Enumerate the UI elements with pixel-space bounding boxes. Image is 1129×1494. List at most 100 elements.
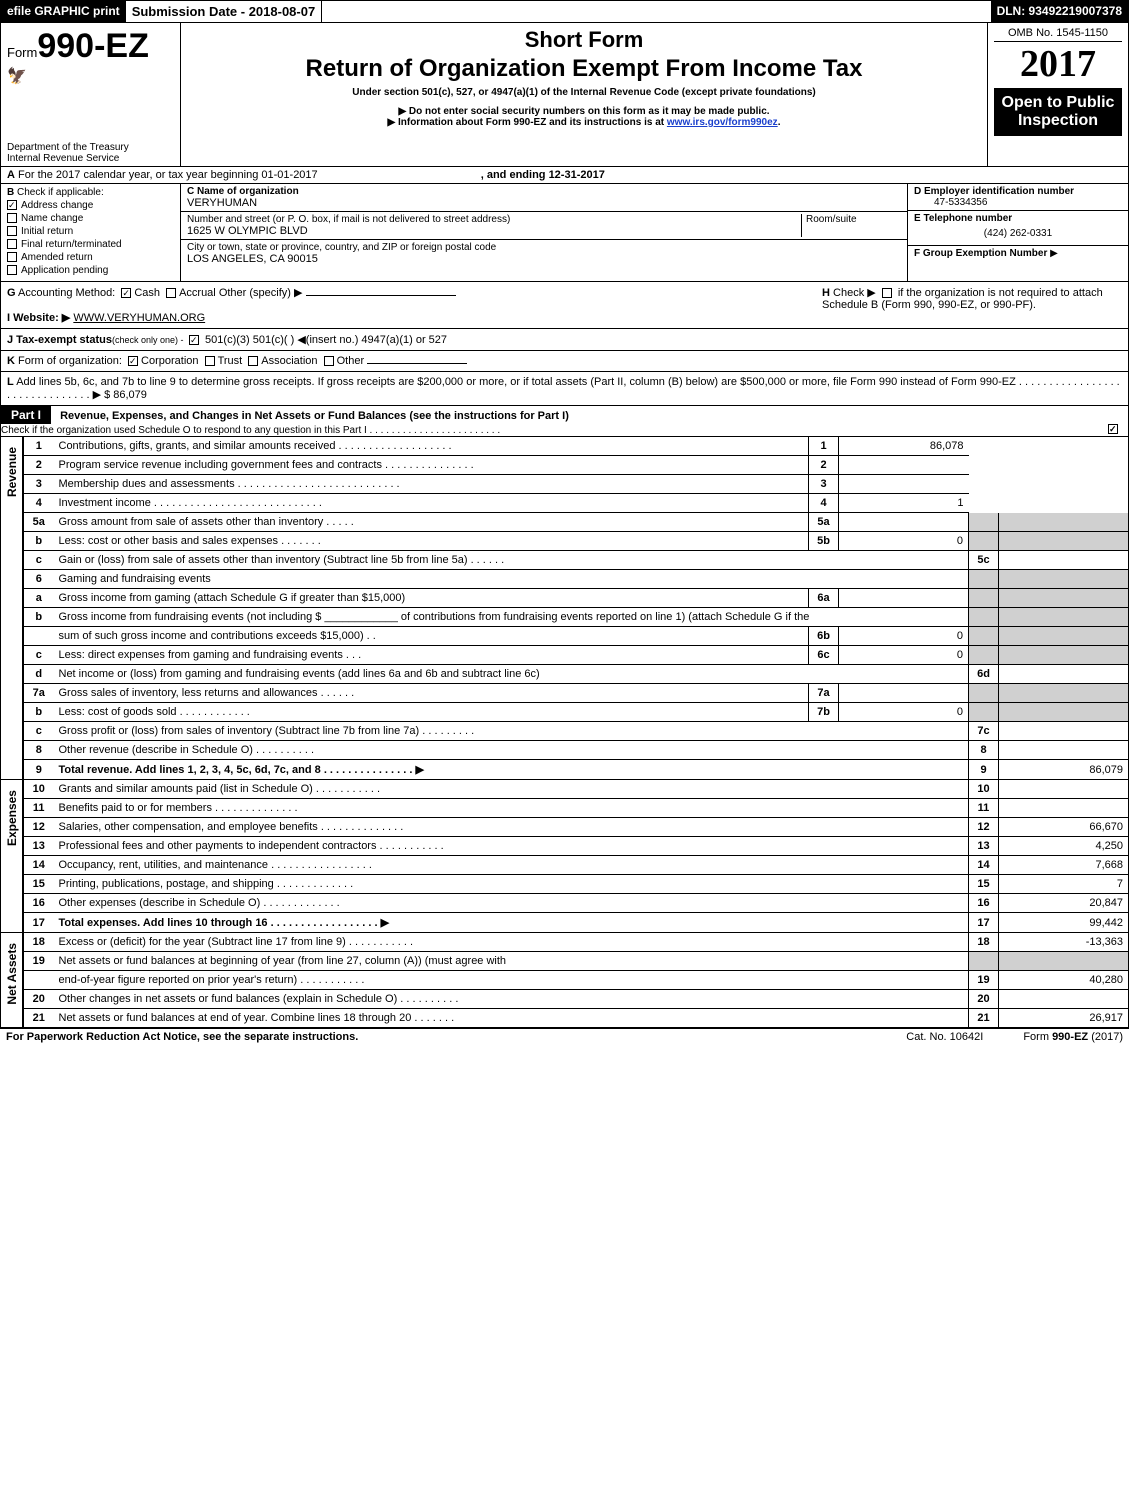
accrual-checkbox[interactable] <box>166 288 176 298</box>
h-checkbox[interactable] <box>882 288 892 298</box>
do-not-enter: ▶ Do not enter social security numbers o… <box>187 106 981 117</box>
short-form-title: Short Form <box>187 27 981 53</box>
schedule-o-checkbox[interactable] <box>1108 424 1118 434</box>
footer: For Paperwork Reduction Act Notice, see … <box>0 1028 1129 1045</box>
k-text: Form of organization: <box>18 355 122 367</box>
table-row: cGross profit or (loss) from sales of in… <box>24 722 1129 741</box>
irs-link[interactable]: www.irs.gov/form990ez <box>667 117 778 128</box>
i-label: I Website: ▶ <box>7 312 70 324</box>
net-assets-label: Net Assets <box>1 933 23 1028</box>
501c3-checkbox[interactable] <box>189 335 199 345</box>
table-row: 4Investment income . . . . . . . . . . .… <box>24 494 1129 513</box>
tax-year: 2017 <box>994 42 1122 86</box>
table-row: 2Program service revenue including gover… <box>24 456 1129 475</box>
table-row: sum of such gross income and contributio… <box>24 627 1129 646</box>
table-row: end-of-year figure reported on prior yea… <box>24 971 1129 990</box>
other-checkbox[interactable] <box>324 356 334 366</box>
table-row: 10Grants and similar amounts paid (list … <box>24 780 1129 799</box>
spacer <box>322 1 990 22</box>
cat-number: Cat. No. 10642I <box>906 1031 983 1043</box>
check-name-change[interactable]: Name change <box>7 213 174 224</box>
net-assets-table: 18Excess or (deficit) for the year (Subt… <box>23 933 1129 1028</box>
other-input[interactable] <box>306 295 456 296</box>
table-row: 1Contributions, gifts, grants, and simil… <box>24 437 1129 456</box>
city-label: City or town, state or province, country… <box>187 242 496 253</box>
accrual-label: Accrual <box>179 287 216 299</box>
table-row: 17Total expenses. Add lines 10 through 1… <box>24 913 1129 933</box>
h-text1: Check ▶ <box>833 287 876 299</box>
dln-label: DLN: 93492219007378 <box>991 1 1128 22</box>
e-label: E Telephone number <box>914 213 1012 224</box>
table-row: 8Other revenue (describe in Schedule O) … <box>24 741 1129 760</box>
k-label: K <box>7 355 15 367</box>
check-final-return[interactable]: Final return/terminated <box>7 239 174 250</box>
table-row: bLess: cost of goods sold . . . . . . . … <box>24 703 1129 722</box>
room-label: Room/suite <box>806 214 857 225</box>
line-k: K Form of organization: Corporation Trus… <box>0 351 1129 372</box>
check-initial-return[interactable]: Initial return <box>7 226 174 237</box>
info-prefix: ▶ Information about Form 990-EZ and its … <box>388 117 667 128</box>
dept-right <box>988 140 1128 166</box>
l-label: L <box>7 376 14 388</box>
street-value: 1625 W OLYMPIC BLVD <box>187 225 308 237</box>
dept-row: Department of the Treasury Internal Reve… <box>0 140 1129 167</box>
right-header-cell: OMB No. 1545-1150 2017 Open to Public In… <box>988 23 1128 140</box>
table-row: 16Other expenses (describe in Schedule O… <box>24 894 1129 913</box>
submission-date: Submission Date - 2018-08-07 <box>126 1 323 22</box>
expenses-label: Expenses <box>1 780 23 933</box>
f-label: F Group Exemption Number <box>914 248 1047 259</box>
b-label: B <box>7 187 14 198</box>
org-name-row: C Name of organization VERYHUMAN <box>181 184 907 212</box>
table-row: 11Benefits paid to or for members . . . … <box>24 799 1129 818</box>
group-exemption-row: F Group Exemption Number ▶ <box>908 246 1128 261</box>
g-text: Accounting Method: <box>18 287 115 299</box>
table-row: 6Gaming and fundraising events <box>24 570 1129 589</box>
table-row: cLess: direct expenses from gaming and f… <box>24 646 1129 665</box>
table-row: 20Other changes in net assets or fund ba… <box>24 990 1129 1009</box>
table-row: dNet income or (loss) from gaming and fu… <box>24 665 1129 684</box>
d-label: D Employer identification number <box>914 186 1074 197</box>
form-number-cell: Form990-EZ 🦅 <box>1 23 181 140</box>
part-1-sub: Check if the organization used Schedule … <box>1 425 500 436</box>
efile-label: efile GRAPHIC print <box>1 1 126 22</box>
trust-checkbox[interactable] <box>205 356 215 366</box>
corp-checkbox[interactable] <box>128 356 138 366</box>
assoc-checkbox[interactable] <box>248 356 258 366</box>
ein-value: 47-5334356 <box>914 197 987 208</box>
city-row: City or town, state or province, country… <box>181 240 907 267</box>
trust-label: Trust <box>218 355 243 367</box>
paperwork-notice: For Paperwork Reduction Act Notice, see … <box>6 1031 358 1043</box>
cash-checkbox[interactable] <box>121 288 131 298</box>
right-column: D Employer identification number 47-5334… <box>908 184 1128 281</box>
other-org-input[interactable] <box>367 363 467 364</box>
checkbox-icon <box>7 265 17 275</box>
eagle-icon: 🦅 <box>7 66 174 86</box>
check-column: B Check if applicable: Address change Na… <box>1 184 181 281</box>
check-application-pending[interactable]: Application pending <box>7 265 174 276</box>
line-a-ending: , and ending 12-31-2017 <box>481 169 605 181</box>
checkbox-icon <box>7 226 17 236</box>
part-1-header: Part I Revenue, Expenses, and Changes in… <box>0 406 1129 437</box>
other-label: Other (specify) ▶ <box>219 287 303 299</box>
h-label: H <box>822 287 830 299</box>
form-990ez-page: efile GRAPHIC print Submission Date - 20… <box>0 0 1129 1045</box>
checkbox-icon <box>7 213 17 223</box>
line-a-label: A <box>7 169 15 181</box>
line-l: L Add lines 5b, 6c, and 7b to line 9 to … <box>0 372 1129 406</box>
f-arrow: ▶ <box>1050 248 1058 259</box>
city-value: LOS ANGELES, CA 90015 <box>187 253 318 265</box>
street-row: Number and street (or P. O. box, if mail… <box>181 212 907 240</box>
table-row: bGross income from fundraising events (n… <box>24 608 1129 627</box>
check-amended-return[interactable]: Amended return <box>7 252 174 263</box>
table-row: 18Excess or (deficit) for the year (Subt… <box>24 933 1129 952</box>
table-row: 7aGross sales of inventory, less returns… <box>24 684 1129 703</box>
street-label: Number and street (or P. O. box, if mail… <box>187 214 510 225</box>
line-g: G Accounting Method: Cash Accrual Other … <box>0 282 1129 329</box>
j-label: J Tax-exempt status <box>7 334 112 346</box>
table-row: 14Occupancy, rent, utilities, and mainte… <box>24 856 1129 875</box>
info-suffix: . <box>778 117 781 128</box>
expenses-table: 10Grants and similar amounts paid (list … <box>23 780 1129 933</box>
table-row: 12Salaries, other compensation, and empl… <box>24 818 1129 837</box>
corp-label: Corporation <box>141 355 198 367</box>
check-address-change[interactable]: Address change <box>7 200 174 211</box>
